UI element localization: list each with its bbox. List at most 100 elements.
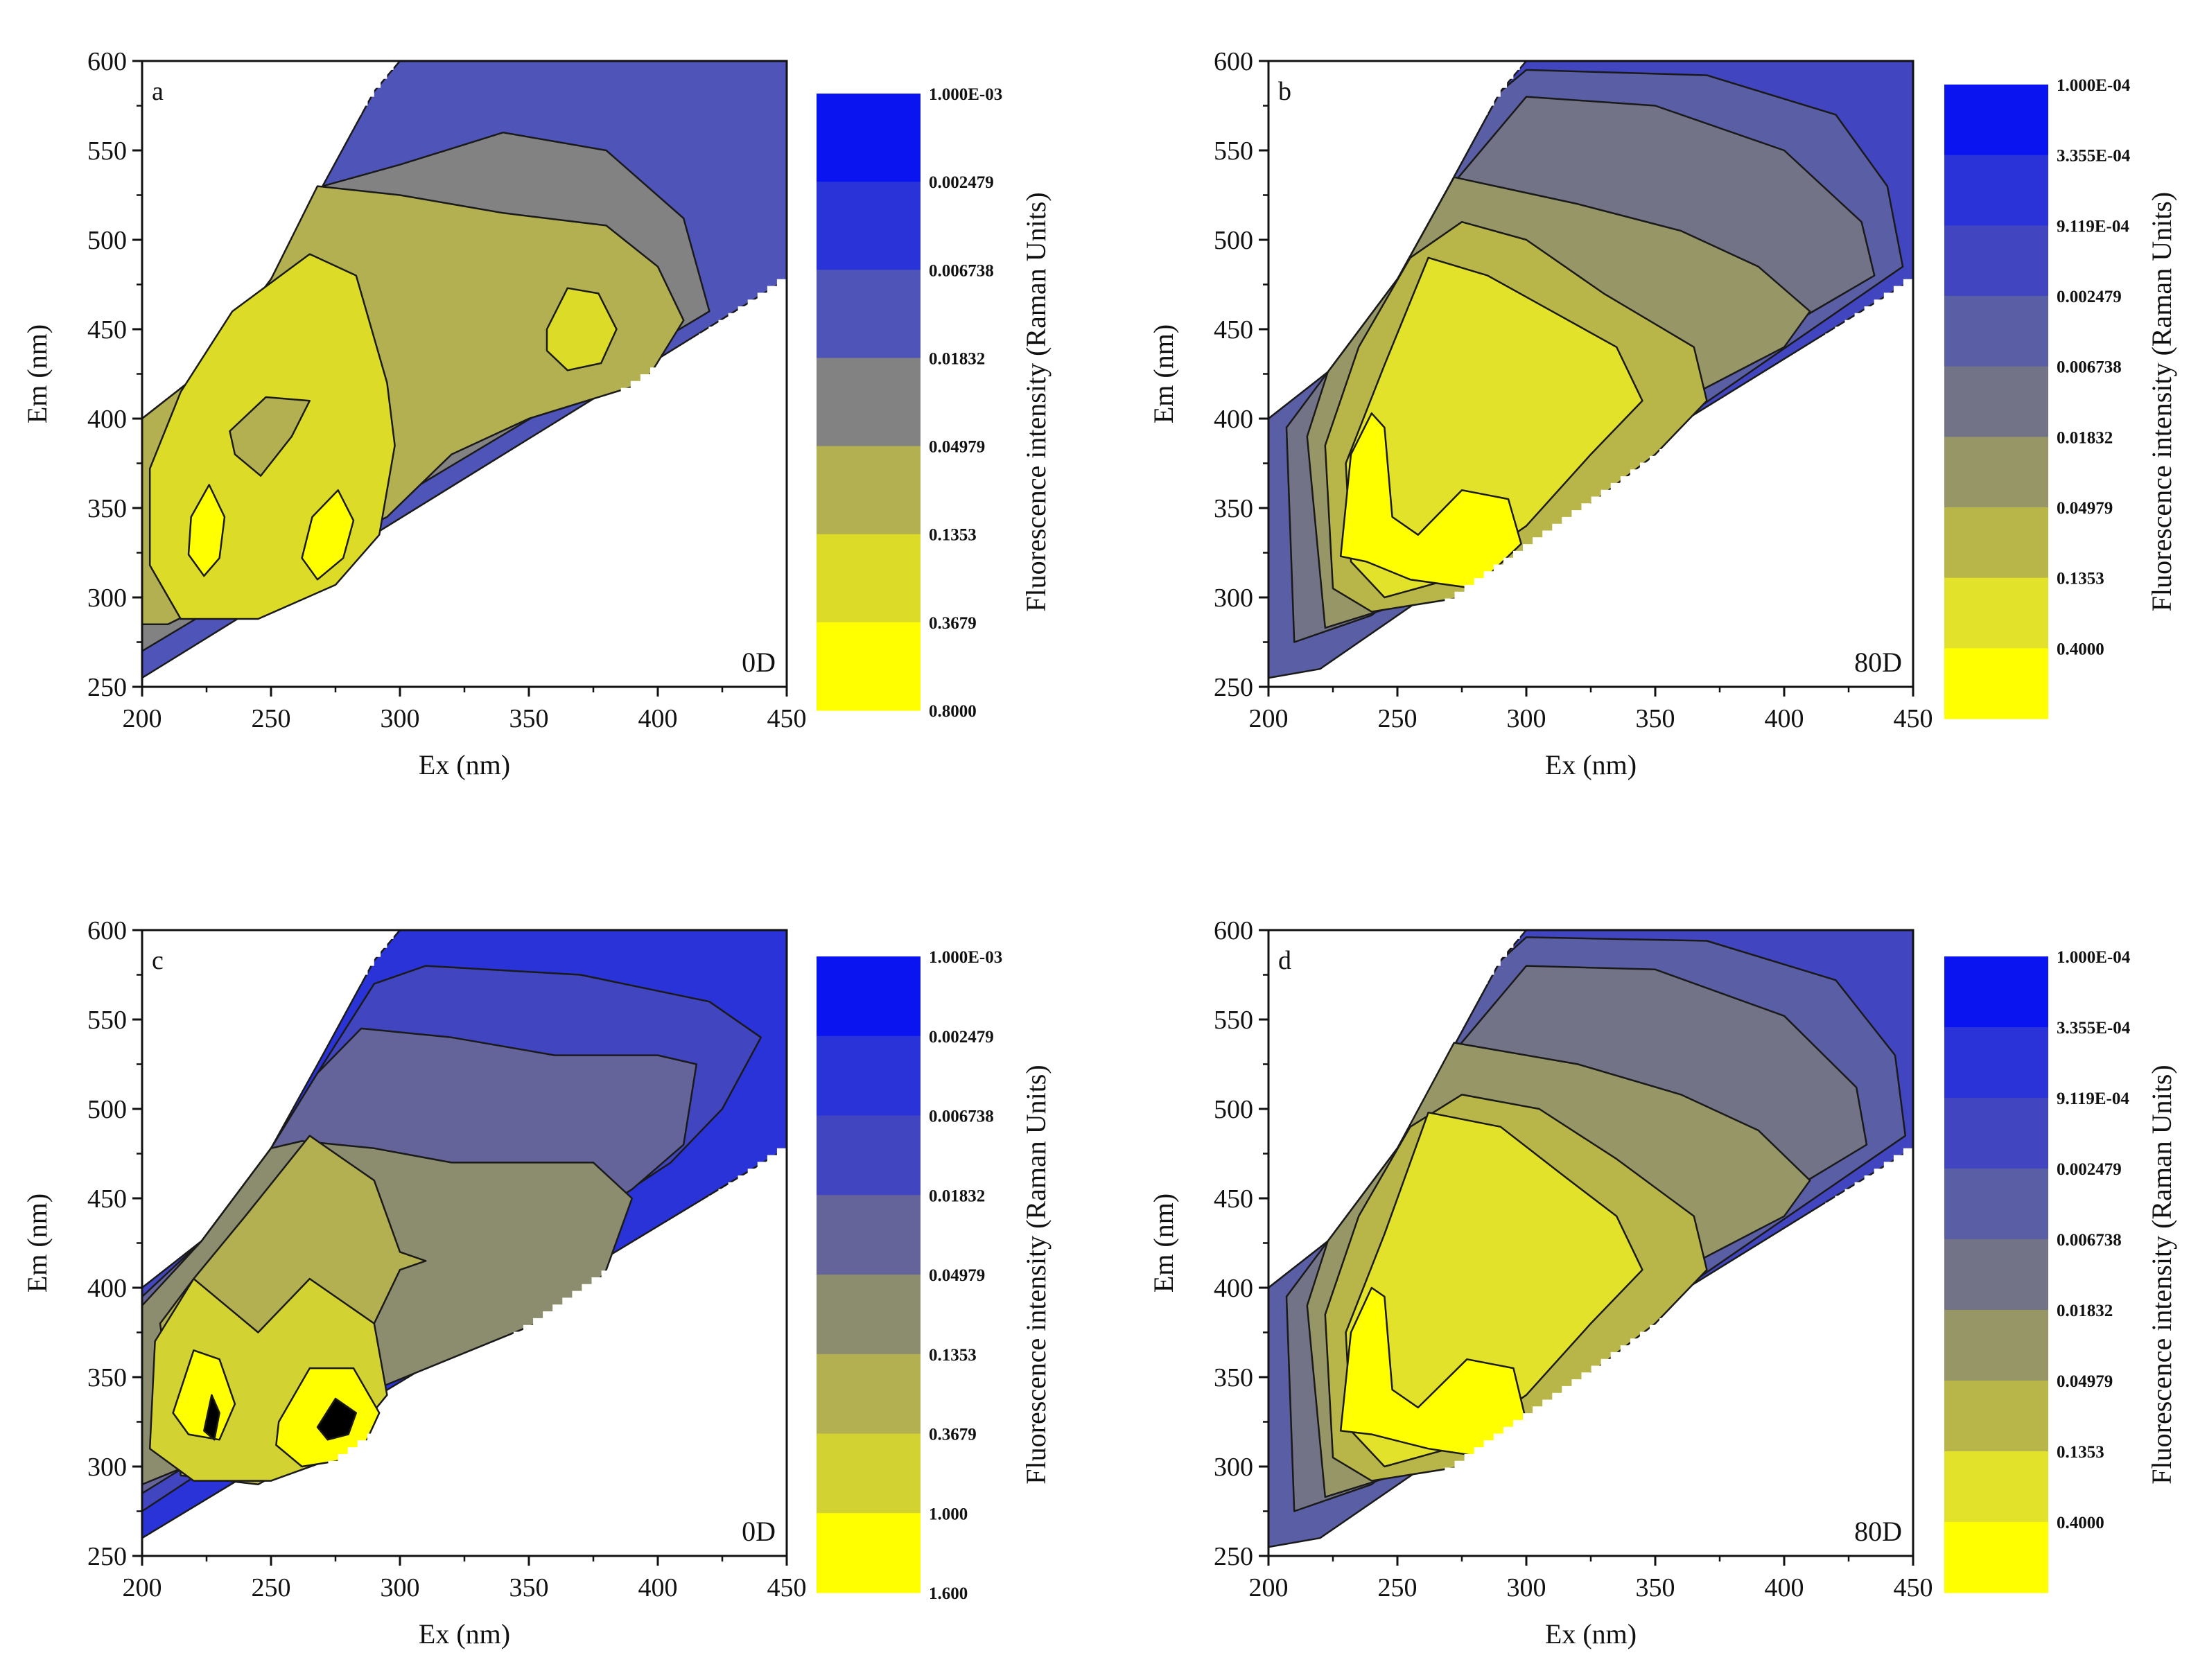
colorbar-swatch — [1944, 1239, 2048, 1311]
x-axis-title: Ex (nm) — [1545, 1618, 1637, 1650]
colorbar-level-label: 0.01832 — [929, 1187, 985, 1205]
colorbar-level-label: 0.1353 — [929, 526, 977, 545]
colorbar-swatch — [1944, 507, 2048, 579]
colorbar-level-label: 0.01832 — [2057, 1302, 2113, 1320]
panel-letter: a — [152, 77, 164, 106]
y-tick-label: 250 — [1214, 1542, 1253, 1571]
x-tick-label: 250 — [1378, 1573, 1417, 1602]
colorbar-level-label: 1.000E-04 — [2057, 948, 2131, 967]
colorbar-swatch — [817, 1115, 921, 1196]
colorbar-swatch — [817, 270, 921, 358]
colorbar: 1.000E-04 3.355E-04 9.119E-04 0.002479 0.006… — [1944, 948, 2177, 1593]
colorbar-swatch — [1944, 85, 2048, 156]
x-tick-label: 200 — [123, 1573, 162, 1602]
colorbar-level-label: 0.006738 — [929, 261, 994, 280]
y-tick-label: 350 — [87, 1363, 127, 1392]
x-tick-label: 450 — [1894, 1573, 1933, 1602]
colorbar-swatch — [817, 534, 921, 623]
y-tick-label: 300 — [1214, 1453, 1253, 1482]
y-tick-label: 350 — [1214, 494, 1253, 523]
y-tick-label: 300 — [1214, 584, 1253, 613]
colorbar-swatch — [1944, 956, 2048, 1028]
colorbar-swatch — [1944, 296, 2048, 367]
day-label: 80D — [1854, 1516, 1902, 1547]
colorbar-level-label: 1.000E-04 — [2057, 76, 2131, 95]
x-tick-label: 400 — [638, 704, 678, 733]
y-tick-label: 500 — [1214, 1095, 1253, 1124]
x-tick-label: 250 — [1378, 704, 1417, 733]
x-tick-label: 450 — [767, 1573, 807, 1602]
colorbar-swatch — [817, 1195, 921, 1275]
colorbar-level-label: 0.1353 — [2057, 570, 2104, 588]
colorbar-swatch — [817, 1035, 921, 1116]
colorbar-swatch — [1944, 648, 2048, 719]
y-axis-title: Em (nm) — [21, 1193, 53, 1293]
y-axis-title: Em (nm) — [1148, 1193, 1179, 1293]
panel-letter: b — [1278, 77, 1291, 106]
panel-letter: d — [1278, 946, 1291, 975]
colorbar-swatch — [817, 622, 921, 711]
colorbar-level-label: 1.000 — [929, 1505, 968, 1523]
colorbar-swatch — [1944, 155, 2048, 226]
colorbar-swatch — [817, 1513, 921, 1593]
x-tick-label: 400 — [1765, 1573, 1804, 1602]
colorbar-level-label: 0.04979 — [2057, 499, 2113, 518]
colorbar: 1.000E-03 0.002479 0.006738 0.01832 0.04979 0… — [817, 948, 1052, 1603]
x-tick-label: 200 — [1249, 704, 1289, 733]
colorbar-swatch — [817, 1275, 921, 1355]
y-axis-title: Em (nm) — [1148, 324, 1179, 423]
y-tick-label: 600 — [87, 916, 127, 945]
y-tick-label: 400 — [1214, 405, 1253, 434]
y-tick-label: 300 — [87, 584, 127, 613]
colorbar-level-label: 0.002479 — [929, 173, 994, 192]
y-tick-label: 400 — [87, 1274, 127, 1303]
colorbar-level-label: 0.002479 — [929, 1028, 994, 1047]
colorbar-swatch — [1944, 437, 2048, 508]
colorbar-swatch — [1944, 1381, 2048, 1452]
colorbar-level-label: 0.01832 — [929, 349, 985, 368]
y-tick-label: 600 — [87, 47, 127, 76]
y-tick-label: 300 — [87, 1453, 127, 1482]
y-tick-label: 500 — [1214, 226, 1253, 255]
colorbar-swatch — [817, 182, 921, 270]
colorbar-level-label: 0.04979 — [2057, 1372, 2113, 1391]
mask-upper-left — [142, 61, 400, 419]
colorbar-level-label: 3.355E-04 — [2057, 147, 2131, 166]
colorbar-swatch — [1944, 577, 2048, 649]
mask-lower-right — [1327, 279, 1913, 687]
x-tick-label: 350 — [1636, 1573, 1675, 1602]
colorbar-swatch — [817, 1354, 921, 1434]
y-tick-label: 550 — [1214, 137, 1253, 166]
x-tick-label: 400 — [1765, 704, 1804, 733]
panel-c: 200 250 300 350 400 4502503003504004505005506… — [21, 916, 1052, 1650]
y-tick-label: 350 — [1214, 1363, 1253, 1392]
colorbar-swatch — [1944, 1169, 2048, 1240]
y-tick-label: 400 — [87, 405, 127, 434]
mask-upper-left — [1268, 61, 1526, 419]
colorbar-level-label: 1.000E-03 — [929, 948, 1002, 967]
colorbar-swatch — [817, 446, 921, 535]
x-axis-title: Ex (nm) — [1545, 749, 1637, 780]
colorbar-title: Fluorescence intensity (Raman Units) — [1020, 1065, 1052, 1484]
colorbar-level-label: 1.000E-03 — [929, 85, 1002, 104]
day-label: 0D — [742, 647, 776, 678]
colorbar-level-label: 0.8000 — [929, 702, 977, 721]
x-tick-label: 300 — [381, 704, 420, 733]
colorbar-swatch — [1944, 1451, 2048, 1523]
colorbar-swatch — [1944, 225, 2048, 297]
colorbar-level-label: 9.119E-04 — [2057, 1090, 2129, 1108]
colorbar-swatch — [1944, 1027, 2048, 1099]
colorbar-level-label: 0.006738 — [2057, 1231, 2122, 1250]
x-tick-label: 350 — [1636, 704, 1675, 733]
y-tick-label: 400 — [1214, 1274, 1253, 1303]
contour-region-6 — [1345, 1111, 1643, 1468]
colorbar-title: Fluorescence intensity (Raman Units) — [1020, 192, 1052, 611]
x-tick-label: 350 — [509, 1573, 549, 1602]
x-axis-title: Ex (nm) — [419, 1618, 510, 1650]
mask-lower-right — [1327, 1148, 1913, 1556]
colorbar-level-label: 0.006738 — [2057, 358, 2122, 377]
colorbar-level-label: 0.002479 — [2057, 288, 2122, 306]
colorbar-swatch — [817, 1433, 921, 1514]
mask-upper-left — [142, 930, 400, 1288]
